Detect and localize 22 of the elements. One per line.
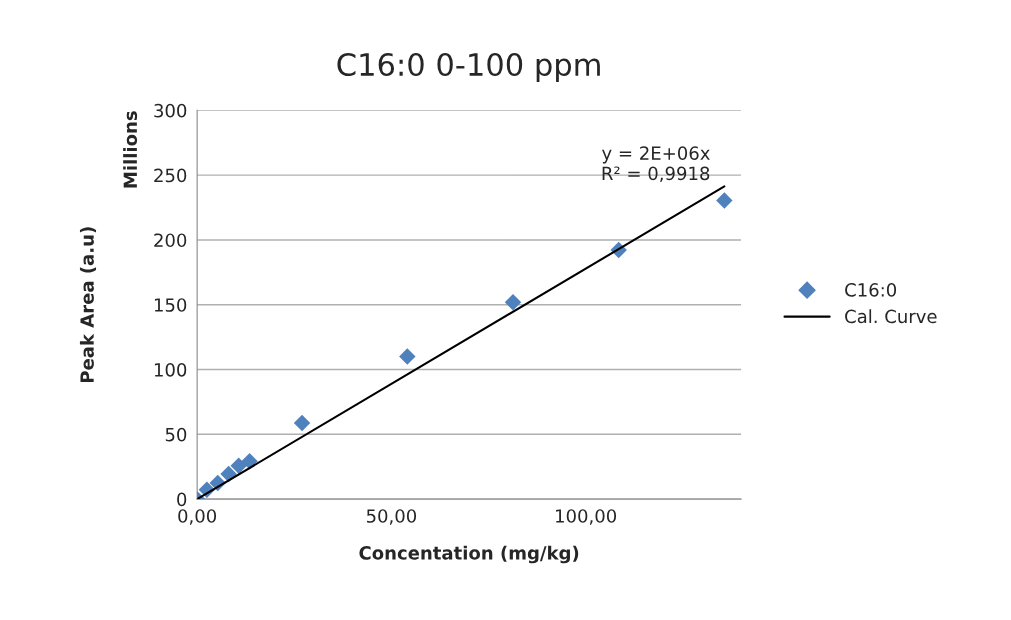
y-tick-label: 300 xyxy=(154,103,187,118)
y-tick-label: 50 xyxy=(165,427,187,442)
point xyxy=(504,294,522,311)
point xyxy=(716,192,733,209)
legend-label: Cal. Curve xyxy=(845,309,937,324)
point xyxy=(293,414,311,432)
y-tick-label: 200 xyxy=(154,233,187,248)
x-axis-title: Concentation (mg/kg) xyxy=(359,545,579,564)
y-tick-label: 150 xyxy=(154,298,187,312)
x-tick-label: 100,00 xyxy=(556,509,617,525)
legend-label: C16:0 xyxy=(845,283,897,297)
annotation: y = 2E+06x R² = 0,9918 xyxy=(602,146,710,182)
y-tick-label: 100 xyxy=(154,362,187,377)
text: Millions xyxy=(123,111,138,188)
y-tick-label: 250 xyxy=(154,168,187,183)
point xyxy=(230,457,247,475)
x-tick-label: 50,00 xyxy=(366,509,417,525)
y-tick-label: 0 xyxy=(177,492,187,507)
y-axis-title: Peak Area (a.u) xyxy=(79,227,97,383)
point xyxy=(399,348,416,365)
chart-title: C16:0 0-100 ppm xyxy=(337,52,600,82)
x-tick-label: 0,00 xyxy=(178,509,217,525)
